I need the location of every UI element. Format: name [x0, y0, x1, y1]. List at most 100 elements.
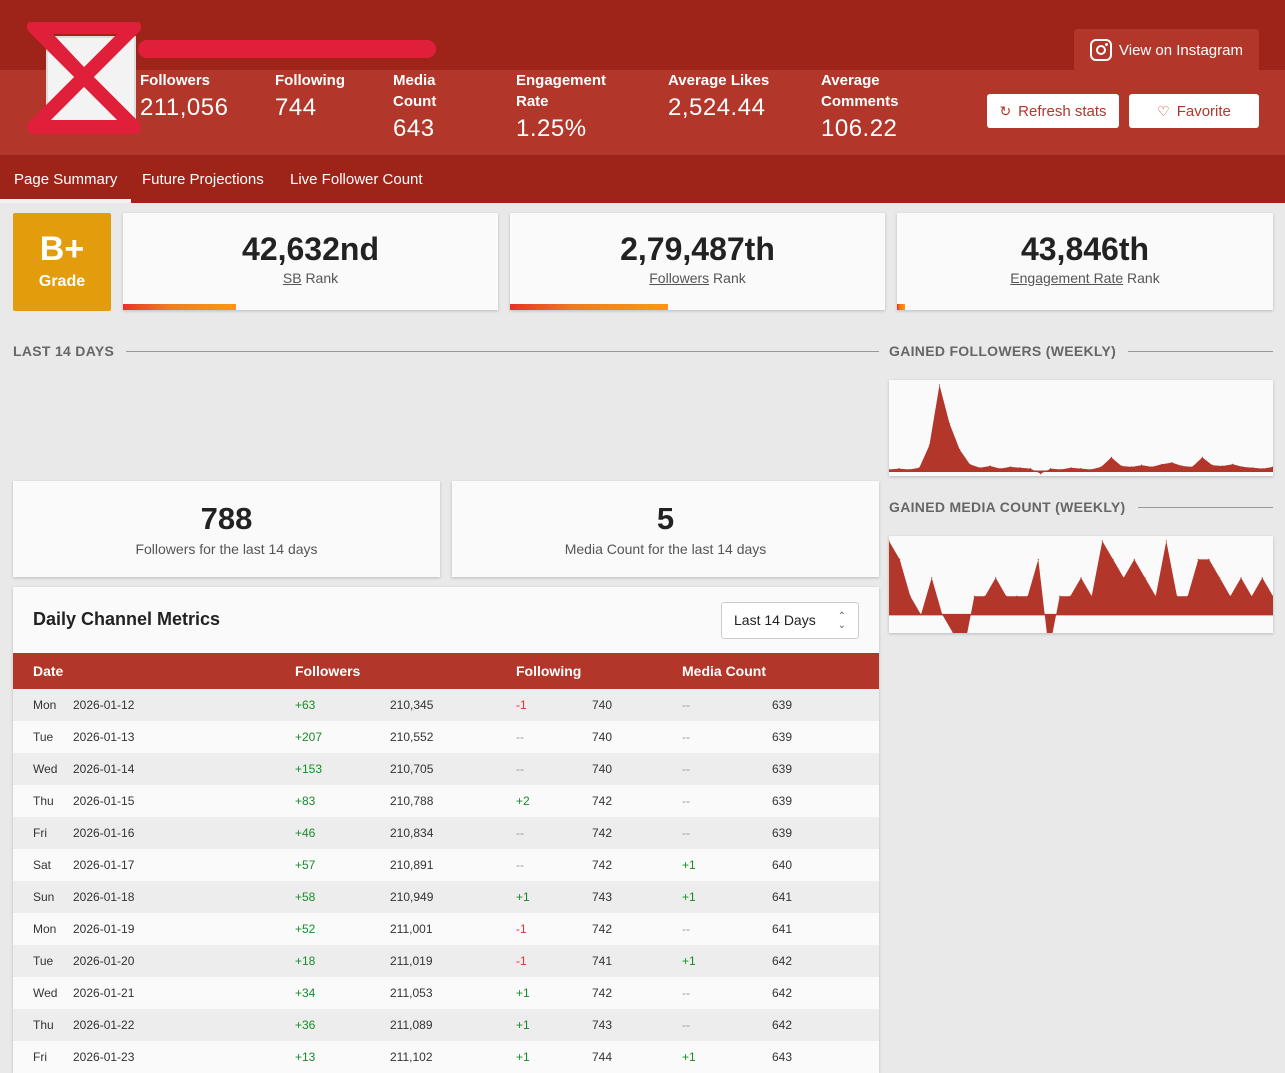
table-row: Wed 2026-01-21 +34 211,053 +1 742 -- 642	[13, 977, 879, 1009]
cell-following-change: --	[516, 826, 524, 840]
stat-label: Engagement Rate	[516, 72, 607, 110]
view-on-instagram-button[interactable]: View on Instagram	[1074, 29, 1259, 71]
stat-value: 643	[393, 115, 435, 142]
favorite-button[interactable]: ♡ Favorite	[1129, 94, 1259, 128]
col-media-count[interactable]: Media Count	[682, 663, 766, 679]
data-point	[1069, 595, 1071, 597]
cell-followers-change: +36	[295, 1018, 316, 1032]
rank-subtitle: SB Rank	[123, 270, 498, 286]
grade-value: B+	[39, 230, 85, 268]
data-point	[1120, 465, 1122, 467]
data-point	[1110, 456, 1112, 458]
tab-future-projections[interactable]: Future Projections	[142, 171, 264, 188]
stat-label: Followers	[140, 72, 211, 89]
data-point	[1208, 558, 1210, 560]
redaction-scribble-icon	[27, 22, 141, 134]
data-point	[1211, 464, 1213, 466]
data-point	[1059, 595, 1061, 597]
cell-media-total: 642	[772, 954, 793, 968]
table-row: Thu 2026-01-15 +83 210,788 +2 742 -- 639	[13, 785, 879, 817]
col-following[interactable]: Following	[516, 663, 582, 679]
data-point	[973, 595, 975, 597]
rank-card-sb: 42,632nd SB Rank	[123, 213, 498, 310]
data-point	[1251, 595, 1253, 597]
cell-media-change: --	[682, 922, 690, 936]
cell-followers-change: +153	[295, 762, 323, 776]
cell-followers-change: +13	[295, 1050, 316, 1064]
tab-page-summary[interactable]: Page Summary	[0, 155, 132, 203]
cell-media-total: 643	[772, 1050, 793, 1064]
cell-following-total: 743	[592, 890, 613, 904]
rank-value: 43,846th	[1020, 231, 1150, 267]
data-point	[1090, 468, 1092, 471]
data-point	[1029, 468, 1032, 470]
data-point	[984, 595, 986, 597]
data-point	[1123, 577, 1125, 579]
tab-live-follower-count[interactable]: Live Follower Count	[290, 171, 423, 188]
cell-followers-total: 211,102	[390, 1050, 433, 1064]
summary-card-media: 5 Media Count for the last 14 days	[452, 481, 879, 577]
data-point	[1091, 595, 1093, 597]
refresh-stats-button[interactable]: ↻ Refresh stats	[987, 94, 1119, 128]
cell-date: 2026-01-22	[73, 1018, 135, 1032]
data-point	[1232, 463, 1234, 465]
rank-link-followers[interactable]: Followers	[649, 270, 710, 286]
cell-day: Mon	[33, 698, 57, 712]
data-point	[1019, 467, 1021, 469]
table-row: Tue 2026-01-13 +207 210,552 -- 740 -- 639	[13, 721, 879, 753]
table-row: Fri 2026-01-16 +46 210,834 -- 742 -- 639	[13, 817, 879, 849]
rank-link-sb[interactable]: SB	[282, 270, 302, 286]
cell-following-change: -1	[516, 954, 527, 968]
cell-followers-total: 210,705	[390, 762, 434, 776]
data-point	[1060, 468, 1062, 471]
summary-card-followers: 788 Followers for the last 14 days	[13, 481, 440, 577]
data-point	[1144, 577, 1146, 579]
data-point	[1100, 466, 1102, 468]
range-select[interactable]: Last 14 Days ⌃ ⌄	[721, 602, 859, 639]
cell-followers-total: 211,001	[390, 922, 433, 936]
data-point	[1050, 468, 1052, 470]
cell-media-total: 639	[772, 794, 793, 808]
summary-label: Media Count for the last 14 days	[564, 541, 767, 557]
cell-media-change: --	[682, 730, 690, 744]
rank-suffix: Rank	[1127, 270, 1160, 286]
cell-followers-change: +207	[295, 730, 323, 744]
cell-day: Tue	[33, 730, 54, 744]
table-row: Tue 2026-01-20 +18 211,019 -1 741 +1 642	[13, 945, 879, 977]
cell-followers-change: +46	[295, 826, 316, 840]
data-point	[1197, 558, 1199, 560]
cell-following-change: --	[516, 858, 524, 872]
cell-following-total: 741	[592, 954, 613, 968]
data-point	[1261, 577, 1263, 579]
rank-link-engagement-rate[interactable]: Engagement Rate	[1010, 270, 1124, 286]
table-row: Sun 2026-01-18 +58 210,949 +1 743 +1 641	[13, 881, 879, 913]
cell-following-change: +1	[516, 986, 530, 1000]
data-point	[1219, 577, 1221, 579]
rank-card-followers: 2,79,487th Followers Rank	[510, 213, 885, 310]
cell-following-total: 740	[592, 730, 613, 744]
table-row: Mon 2026-01-12 +63 210,345 -1 740 -- 639	[13, 689, 879, 721]
data-point	[1161, 463, 1163, 465]
cell-media-total: 640	[772, 858, 793, 872]
data-point	[949, 423, 951, 425]
data-point	[1240, 577, 1242, 579]
redacted-username	[138, 40, 436, 58]
table-row: Sat 2026-01-17 +57 210,891 -- 742 +1 640	[13, 849, 879, 881]
cell-followers-total: 210,891	[390, 858, 434, 872]
cell-media-total: 642	[772, 986, 793, 1000]
range-select-value: Last 14 Days	[734, 612, 816, 628]
rank-value: 42,632nd	[242, 231, 379, 267]
cell-media-total: 642	[772, 1018, 793, 1032]
summary-label: Followers for the last 14 days	[135, 541, 318, 557]
avatar[interactable]	[24, 22, 141, 134]
section-heading-gained-followers: GAINED FOLLOWERS (WEEKLY)	[889, 343, 1273, 359]
divider	[1137, 506, 1273, 508]
cell-following-total: 740	[592, 762, 613, 776]
col-date[interactable]: Date	[33, 663, 64, 679]
cell-followers-total: 210,834	[390, 826, 434, 840]
data-point	[1201, 456, 1203, 458]
series-area	[889, 385, 1273, 474]
col-followers[interactable]: Followers	[295, 663, 361, 679]
cell-media-total: 641	[772, 890, 793, 904]
data-point	[969, 463, 971, 465]
